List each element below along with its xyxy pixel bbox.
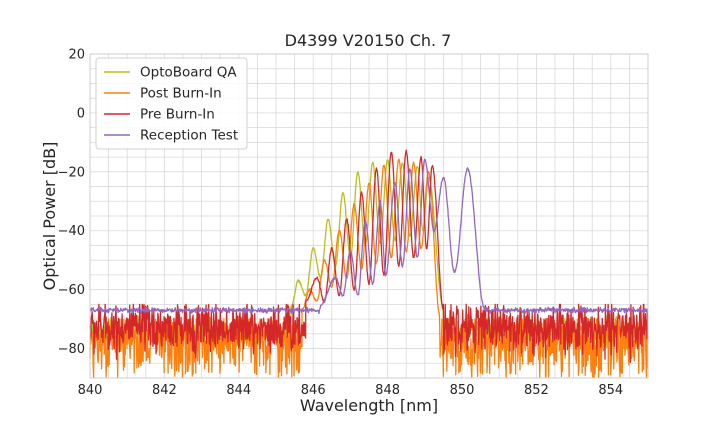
legend-label-reception-test: Reception Test [140, 128, 238, 144]
y-tick-label: −60 [58, 283, 85, 298]
y-axis-label: Optical Power [dB] [40, 142, 59, 291]
series-line-post-burn-in [89, 158, 649, 379]
legend-label-pre-burn-in: Pre Burn-In [140, 107, 215, 123]
legend: OptoBoard QA Post Burn-In Pre Burn-In Recep… [95, 57, 248, 150]
x-tick-label: 840 [78, 383, 103, 398]
x-axis-label: Wavelength [nm] [300, 396, 438, 415]
y-tick-labels: 20 0 −20 −40 −60 −80 [58, 48, 85, 358]
legend-box [95, 57, 248, 150]
legend-label-post-burn-in: Post Burn-In [140, 86, 222, 102]
legend-label-optoboard-qa: OptoBoard QA [140, 65, 237, 81]
x-tick-labels: 840 842 844 846 848 850 852 854 [78, 383, 624, 398]
x-tick-label: 844 [226, 383, 251, 398]
x-tick-label: 852 [524, 383, 549, 398]
series-line-pre-burn-in [89, 149, 649, 364]
x-tick-label: 850 [450, 383, 475, 398]
series-line-reception-test [89, 158, 649, 315]
y-tick-label: −40 [58, 224, 85, 239]
series-layer [89, 149, 649, 379]
y-tick-label: −80 [58, 342, 85, 357]
y-tick-label: 0 [77, 106, 85, 121]
chart-title: D4399 V20150 Ch. 7 [285, 31, 452, 50]
x-tick-label: 846 [301, 383, 326, 398]
y-tick-label: 20 [68, 48, 85, 63]
x-tick-label: 842 [152, 383, 177, 398]
x-tick-label: 854 [598, 383, 623, 398]
y-tick-label: −20 [58, 165, 85, 180]
plot-frame [89, 53, 649, 379]
x-tick-label: 848 [375, 383, 400, 398]
